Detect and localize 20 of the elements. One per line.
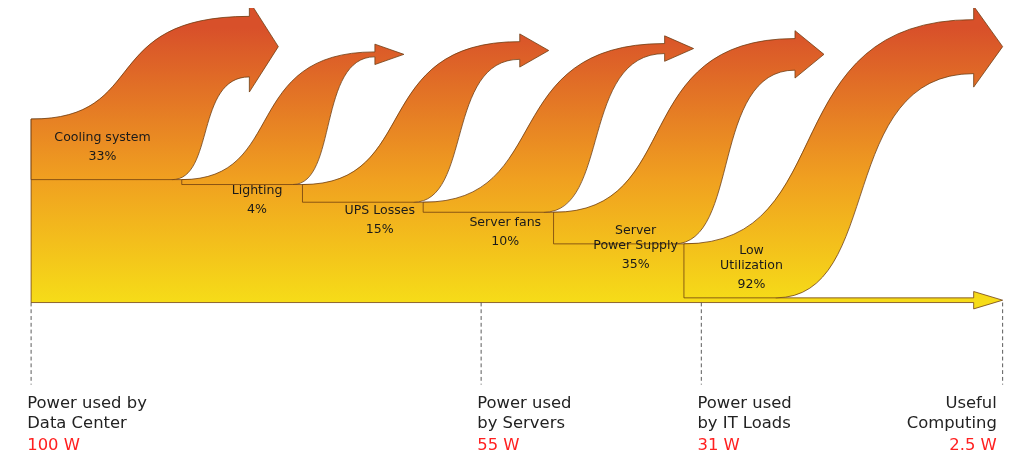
category-label: Server Power Supply — [593, 221, 679, 253]
data-label: 15% — [365, 220, 394, 236]
category-label: Low Utilization — [720, 242, 783, 273]
text: Useful Computing — [906, 392, 997, 432]
data-label: 33% — [88, 148, 117, 164]
category-label: Lighting — [231, 182, 283, 198]
text: 2.5 W — [949, 435, 997, 455]
text: Power used by Data Center — [27, 392, 148, 432]
category-label: Server fans — [469, 214, 542, 230]
text: Power used by IT Loads — [697, 392, 792, 432]
text: 100 W — [27, 435, 80, 455]
category-label: Cooling system — [54, 129, 151, 145]
text: Power used by Servers — [477, 392, 572, 432]
data-label: 10% — [491, 233, 520, 249]
text: 55 W — [477, 435, 520, 455]
data-label: 92% — [737, 276, 766, 292]
text: 31 W — [697, 435, 740, 455]
data-label: 4% — [247, 201, 268, 217]
data-label: 35% — [621, 255, 650, 271]
category-label: UPS Losses — [344, 201, 415, 217]
